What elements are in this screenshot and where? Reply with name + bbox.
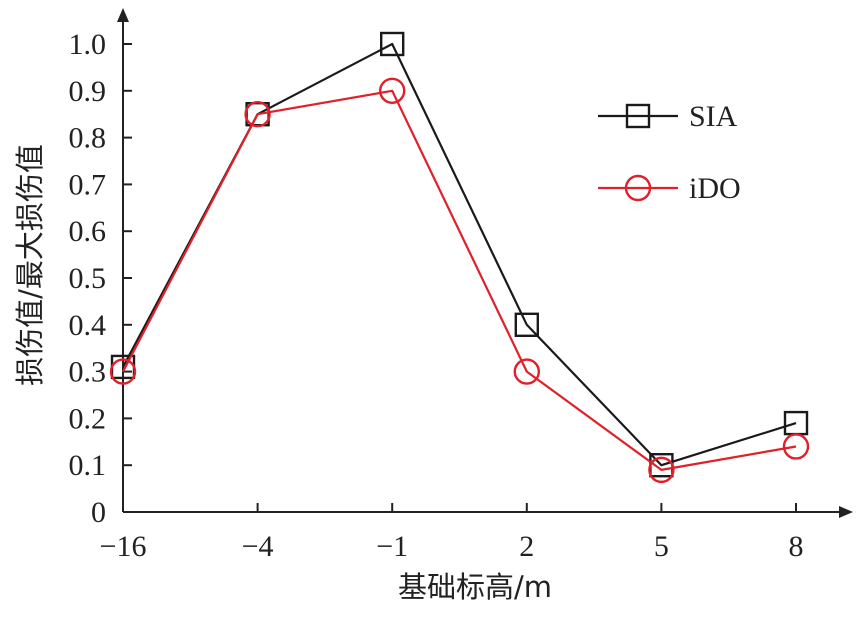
legend: SIA iDO xyxy=(598,100,741,205)
y-tick-label: 0.7 xyxy=(69,168,107,201)
x-axis-arrow-icon xyxy=(839,506,853,518)
y-tick-label: 0.4 xyxy=(69,309,107,342)
y-tick-label: 0.8 xyxy=(69,122,107,155)
legend-item: SIA xyxy=(598,100,738,133)
y-axis-arrow-icon xyxy=(117,8,129,22)
series-line xyxy=(122,89,797,471)
x-axis: −16 −4 −1 2 5 8 xyxy=(100,503,853,563)
data-point-circle xyxy=(379,77,406,105)
y-tick-label: 0.1 xyxy=(69,449,107,482)
y-tick-label: 0.5 xyxy=(69,262,107,295)
data-point-circle xyxy=(109,358,137,385)
x-axis-title: 基础标高/m xyxy=(398,570,552,604)
x-tick-label: −4 xyxy=(242,530,274,563)
x-tick-label: 8 xyxy=(789,530,804,563)
y-tick-label: 0 xyxy=(91,496,106,529)
data-point-circle xyxy=(648,456,675,484)
x-tick-label: 5 xyxy=(654,530,669,563)
y-tick-label: 0.3 xyxy=(69,356,107,389)
y-tick-label: 0.9 xyxy=(69,75,107,108)
data-point-circle xyxy=(244,100,271,128)
x-tick-label: 2 xyxy=(519,530,534,563)
data-point-circle xyxy=(513,358,540,385)
y-tick-label: 1.0 xyxy=(69,28,107,61)
x-tick-label: −1 xyxy=(376,530,408,563)
legend-label: SIA xyxy=(689,100,738,133)
legend-item: iDO xyxy=(598,172,741,205)
legend-label: iDO xyxy=(689,172,741,205)
data-point-square xyxy=(380,31,405,57)
series-ido xyxy=(109,77,810,484)
data-point-square xyxy=(514,312,539,337)
series-layer xyxy=(109,31,810,484)
y-tick-label: 0.2 xyxy=(69,402,107,435)
legend-square-icon xyxy=(625,103,651,129)
y-axis: 0 0.1 0.2 0.3 0.4 0.5 0.6 0.7 0.8 0.9 1.0 xyxy=(69,8,132,529)
y-tick-label: 0.6 xyxy=(69,215,107,248)
legend-circle-icon xyxy=(624,174,652,202)
data-point-circle xyxy=(782,433,810,460)
x-tick-label: −16 xyxy=(100,530,147,563)
y-axis-title: 损伤值/最大损伤值 xyxy=(13,144,47,386)
